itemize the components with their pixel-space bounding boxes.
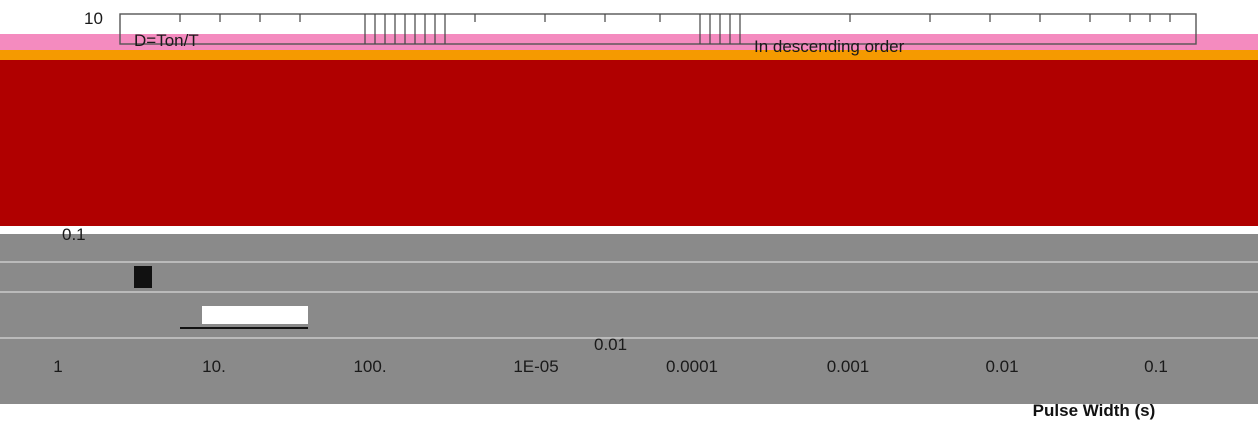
x-axis-title: Pulse Width (s): [1033, 401, 1156, 420]
gray-block: [0, 232, 1258, 404]
red-block: [0, 60, 1258, 226]
y-tick-10: 10: [84, 9, 103, 28]
x-tick-labels: 1 10. 100. 1E-05 0.0001 0.001 0.01 0.1: [53, 357, 1168, 376]
x-tick-1e-05: 1E-05: [513, 357, 558, 376]
x-tick-10: 10.: [202, 357, 226, 376]
plot-frame-top: [119, 13, 1197, 45]
gray-grid-marks: [0, 261, 1258, 339]
y-tick-0.1: 0.1: [62, 225, 86, 244]
x-tick-0.0001: 0.0001: [666, 357, 718, 376]
x-tick-1: 1: [53, 357, 62, 376]
pulse-box: [202, 306, 308, 324]
x-tick-100: 100.: [353, 357, 386, 376]
x-tick-0.1: 0.1: [1144, 357, 1168, 376]
annotation-duty-cycle: D=Ton/T: [134, 31, 199, 50]
y-tick-0.01: 0.01: [594, 335, 627, 354]
black-mark-1: [134, 266, 152, 288]
frame-ticks: [179, 14, 1171, 44]
white-stripe: [0, 226, 1258, 234]
x-tick-0.001: 0.001: [827, 357, 870, 376]
x-tick-0.01: 0.01: [985, 357, 1018, 376]
annotation-order: In descending order: [754, 37, 905, 56]
